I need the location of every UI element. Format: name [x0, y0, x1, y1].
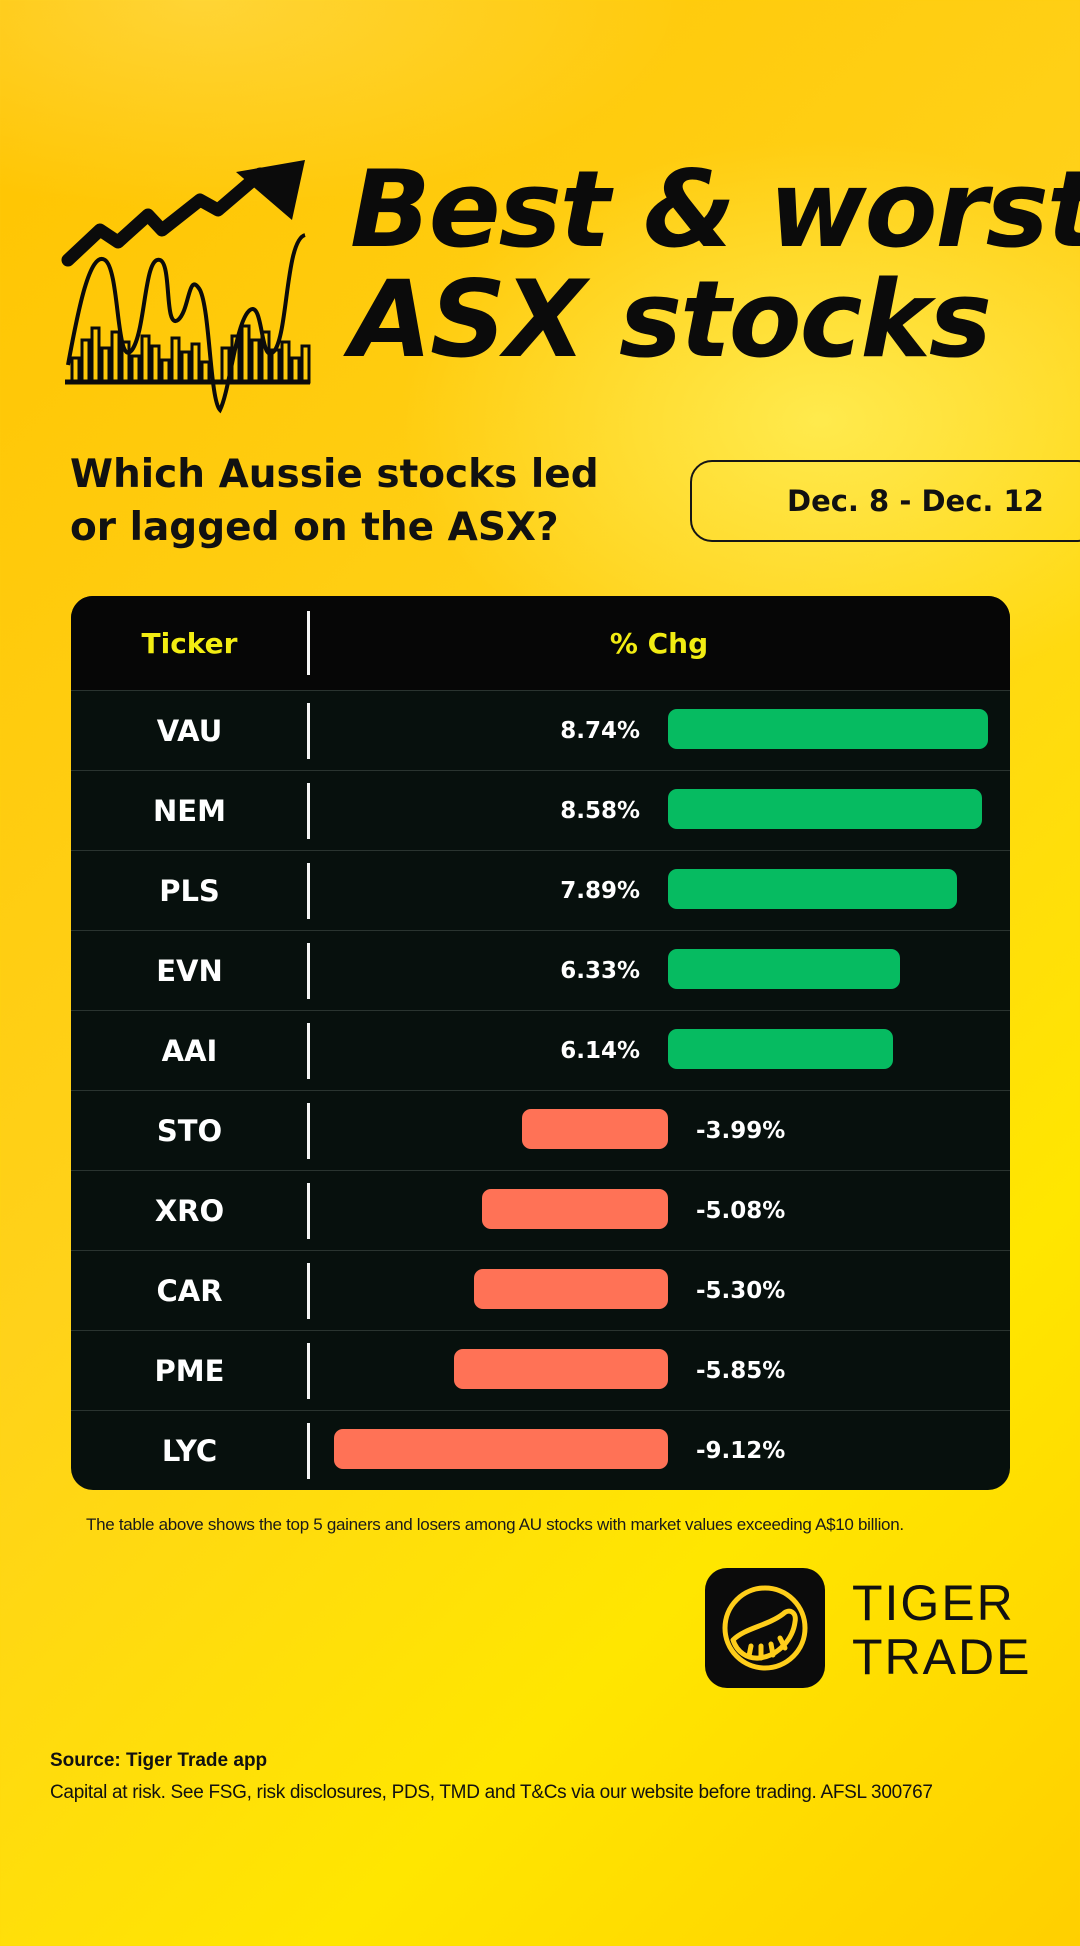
change-value-label: -9.12% [696, 1438, 786, 1464]
source-note: Source: Tiger Trade app [50, 1750, 268, 1771]
ticker-label: EVN [156, 954, 223, 988]
ticker-label: LYC [161, 1434, 218, 1468]
column-header-change: % Chg [609, 626, 709, 660]
row-divider [307, 1183, 310, 1239]
table-row: NEM 8.58% [71, 770, 1010, 850]
subtitle: Which Aussie stocks led or lagged on the… [70, 448, 610, 554]
gain-bar [668, 869, 957, 909]
gain-bar [668, 949, 900, 989]
change-value-label: 6.14% [560, 1038, 640, 1064]
table-row: CAR -5.30% [71, 1250, 1010, 1330]
table-row: XRO -5.08% [71, 1170, 1010, 1250]
subtitle-line-1: Which Aussie stocks led [70, 452, 599, 497]
loss-bar [521, 1109, 668, 1149]
row-divider [307, 943, 310, 999]
change-value-label: -5.85% [696, 1358, 786, 1384]
risk-disclaimer: Capital at risk. See FSG, risk disclosur… [50, 1782, 933, 1803]
gain-bar [668, 1029, 893, 1069]
ticker-label: AAI [161, 1034, 218, 1068]
table-header: Ticker % Chg [71, 596, 1010, 690]
change-value-label: 8.74% [560, 718, 640, 744]
row-divider [307, 1343, 310, 1399]
ticker-label: VAU [156, 714, 223, 748]
title-line-2: ASX stocks [350, 258, 992, 381]
stock-change-table: Ticker % Chg VAU 8.74% NEM 8.58% PLS 7.89% EVN… [71, 596, 1010, 1490]
row-divider [307, 1023, 310, 1079]
row-divider [307, 1423, 310, 1479]
change-value-label: 8.58% [560, 798, 640, 824]
subtitle-line-2: or lagged on the ASX? [70, 505, 559, 550]
gain-bar [668, 789, 983, 829]
table-row: VAU 8.74% [71, 690, 1010, 770]
loss-bar [453, 1349, 668, 1389]
loss-bar [481, 1189, 668, 1229]
change-value-label: -3.99% [696, 1118, 786, 1144]
table-row: AAI 6.14% [71, 1010, 1010, 1090]
page-title: Best & worst ASX stocks [350, 155, 1080, 375]
date-range-badge: Dec. 8 - Dec. 12 [690, 460, 1080, 542]
table-footnote: The table above shows the top 5 gainers … [86, 1515, 904, 1534]
loss-bar [334, 1429, 668, 1469]
table-row: LYC -9.12% [71, 1410, 1010, 1490]
ticker-label: PME [154, 1354, 225, 1388]
row-divider [307, 1103, 310, 1159]
ticker-label: CAR [156, 1274, 223, 1308]
change-value-label: -5.30% [696, 1278, 786, 1304]
row-divider [307, 703, 310, 759]
stock-chart-trend-arrow-icon [61, 160, 311, 414]
row-divider [307, 783, 310, 839]
change-value-label: 7.89% [560, 878, 640, 904]
row-divider [307, 1263, 310, 1319]
row-divider [307, 863, 310, 919]
table-row: STO -3.99% [71, 1090, 1010, 1170]
brand-name-line-2: TRADE [852, 1629, 1032, 1685]
table-row: PLS 7.89% [71, 850, 1010, 930]
column-header-ticker: Ticker [141, 626, 238, 660]
gain-bar [668, 709, 989, 749]
ticker-label: NEM [153, 794, 226, 828]
ticker-label: XRO [154, 1194, 225, 1228]
ticker-label: STO [156, 1114, 223, 1148]
change-value-label: -5.08% [696, 1198, 786, 1224]
header-divider [307, 611, 310, 675]
table-row: PME -5.85% [71, 1330, 1010, 1410]
change-value-label: 6.33% [560, 958, 640, 984]
ticker-label: PLS [159, 874, 220, 908]
brand-name-line-1: TIGER [852, 1575, 1015, 1631]
tiger-trade-logo-icon [705, 1568, 825, 1688]
title-line-1: Best & worst [350, 148, 1080, 271]
table-row: EVN 6.33% [71, 930, 1010, 1010]
loss-bar [473, 1269, 668, 1309]
brand-name: TIGER TRADE [852, 1576, 1031, 1684]
